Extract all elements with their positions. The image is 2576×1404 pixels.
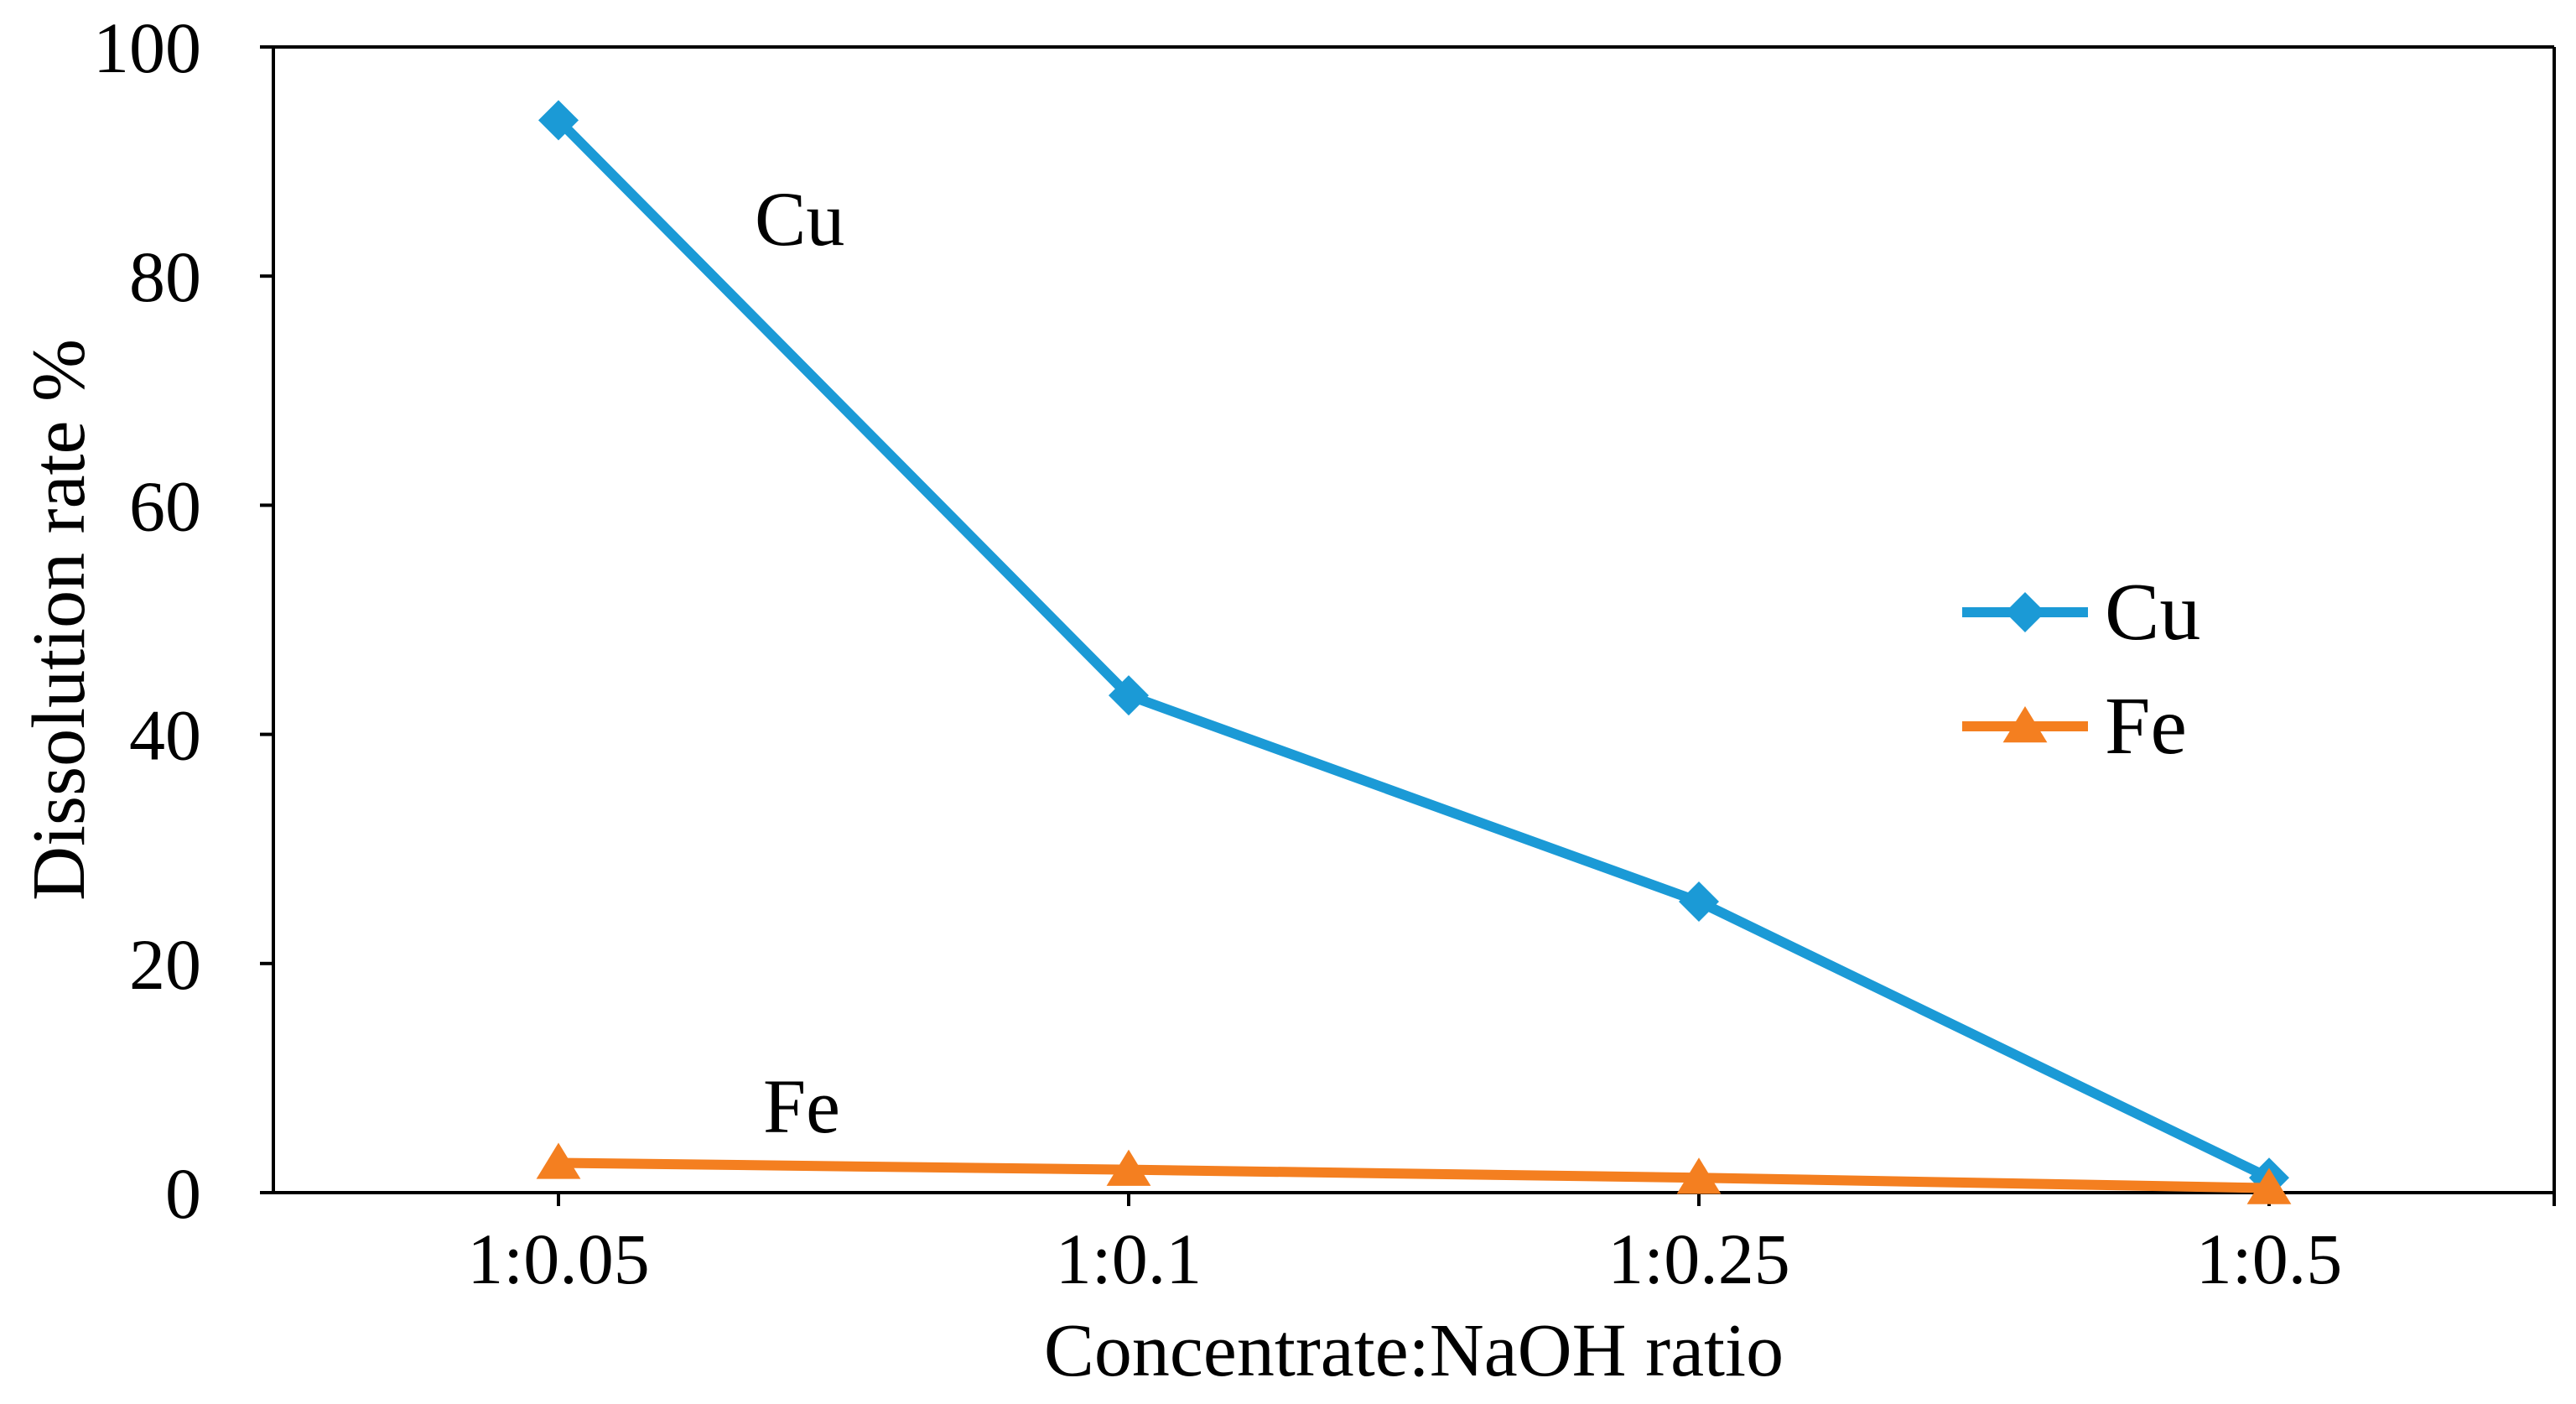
legend-item-cu: Cu <box>1962 567 2200 658</box>
y-axis-label: Dissolution rate % <box>18 339 101 901</box>
x-tick-label: 1:0.1 <box>1056 1219 1202 1299</box>
legend-marker <box>2002 706 2048 743</box>
series-fe <box>536 1142 2292 1204</box>
series-lines <box>536 100 2292 1204</box>
fe-series-line <box>558 1157 2270 1193</box>
annotations: Cu Fe <box>755 176 844 1149</box>
annotation-cu: Cu <box>755 176 844 262</box>
fe-data-point <box>1106 1149 1151 1186</box>
axes <box>272 45 2556 1194</box>
cu-data-point <box>1679 881 1719 923</box>
cu-data-point <box>1109 675 1149 716</box>
x-ticks: 1:0.05 1:0.1 1:0.25 1:0.5 <box>467 1193 2556 1299</box>
y-tick-label: 40 <box>129 695 201 776</box>
fe-data-point <box>536 1142 581 1179</box>
y-tick-label: 60 <box>129 465 201 546</box>
y-tick-label: 100 <box>93 8 201 88</box>
legend: Cu Fe <box>1962 567 2200 772</box>
y-tick-label: 0 <box>165 1153 201 1234</box>
legend-label: Fe <box>2105 681 2187 772</box>
x-tick-label: 1:0.25 <box>1607 1219 1789 1299</box>
annotation-fe: Fe <box>763 1063 840 1149</box>
x-tick-label: 1:0.5 <box>2196 1219 2342 1299</box>
legend-label: Cu <box>2105 567 2200 658</box>
y-tick-label: 20 <box>129 924 201 1005</box>
cu-data-point <box>538 100 579 141</box>
series-cu <box>538 100 2289 1199</box>
y-ticks: 0 20 40 60 80 100 <box>93 8 273 1234</box>
legend-item-fe: Fe <box>1962 681 2187 772</box>
x-tick-label: 1:0.05 <box>467 1219 649 1299</box>
fe-data-point <box>1676 1157 1722 1194</box>
x-axis-label: Concentrate:NaOH ratio <box>1044 1309 1784 1392</box>
legend-marker <box>2005 592 2045 632</box>
fe-data-point <box>2246 1167 2292 1204</box>
cu-series-line <box>554 117 2272 1183</box>
y-tick-label: 80 <box>129 237 201 317</box>
